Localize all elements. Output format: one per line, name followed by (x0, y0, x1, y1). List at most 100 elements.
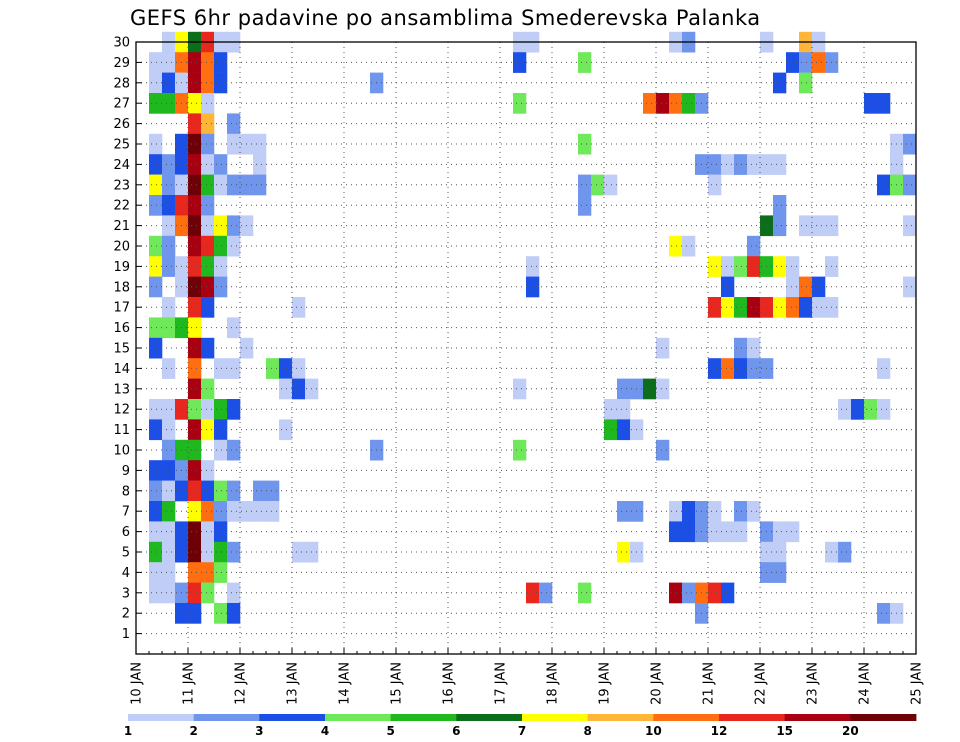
heatmap-cell (188, 419, 202, 441)
heatmap-cell (877, 174, 891, 196)
heatmap-cell (188, 460, 202, 481)
heatmap-cell (214, 480, 228, 502)
heatmap-cell (721, 297, 735, 318)
heatmap-cell (214, 72, 228, 94)
heatmap-cell (708, 154, 722, 175)
heatmap-cell (149, 276, 163, 298)
colorbar-tick-label: 12 (711, 724, 728, 738)
heatmap-cell (162, 317, 176, 339)
heatmap-cell (747, 235, 761, 257)
heatmap-cell (214, 174, 228, 196)
heatmap-cell (149, 235, 163, 257)
x-tick-label: 19 JAN (598, 662, 613, 705)
heatmap-cell (227, 215, 241, 237)
heatmap-cell (708, 174, 722, 196)
heatmap-cell (578, 174, 592, 196)
heatmap-cell (747, 154, 761, 175)
y-tick-label: 29 (113, 56, 130, 71)
heatmap-cell (162, 582, 176, 604)
heatmap-cell (669, 582, 683, 604)
heatmap-cell (162, 297, 176, 318)
y-tick-label: 10 (113, 444, 130, 459)
colorbar-swatch (325, 714, 392, 721)
heatmap-cell (786, 521, 800, 543)
heatmap-cell (903, 215, 917, 237)
colorbar-tick-label: 3 (255, 724, 263, 738)
heatmap-cell (188, 256, 202, 277)
heatmap-cell (786, 256, 800, 277)
heatmap-cell (227, 439, 241, 461)
heatmap-cell (708, 358, 722, 379)
heatmap-cell (877, 93, 891, 114)
heatmap-cell (669, 93, 683, 114)
heatmap-cell (149, 480, 163, 502)
heatmap-cell (617, 378, 631, 400)
heatmap-cell (292, 358, 306, 379)
heatmap-cell (266, 480, 280, 502)
heatmap-cell (877, 399, 891, 420)
heatmap-cell (188, 439, 202, 461)
heatmap-cell (214, 276, 228, 298)
heatmap-cell (162, 93, 176, 114)
heatmap-cells (149, 31, 917, 624)
heatmap-cell (656, 439, 670, 461)
heatmap-cell (201, 174, 215, 196)
heatmap-cell (201, 297, 215, 318)
heatmap-cell (149, 521, 163, 543)
colorbar-tick-label: 1 (124, 724, 132, 738)
heatmap-cell (201, 419, 215, 441)
heatmap-cell (734, 358, 748, 379)
heatmap-cell (799, 215, 813, 237)
heatmap-cell (188, 501, 202, 522)
heatmap-cell (747, 256, 761, 277)
heatmap-cell (201, 256, 215, 277)
heatmap-cell (708, 501, 722, 522)
colorbar-tick-label: 20 (842, 724, 859, 738)
x-axis: 10 JAN 11 JAN 12 JAN 13 JAN 14 JAN 15 JAN 16 J… (130, 648, 925, 705)
heatmap-cell (188, 399, 202, 420)
heatmap-cell (162, 501, 176, 522)
x-tick-label: 11 JAN (182, 662, 197, 705)
heatmap-cell (617, 501, 631, 522)
heatmap-cell (188, 113, 202, 135)
y-tick-label: 8 (122, 484, 130, 499)
heatmap-cell (773, 154, 787, 175)
heatmap-cell (513, 93, 527, 114)
heatmap-cell (188, 317, 202, 339)
heatmap-cell (149, 93, 163, 114)
heatmap-cell (227, 235, 241, 257)
heatmap-cell (188, 235, 202, 257)
heatmap-cell (188, 52, 202, 73)
heatmap-cell (227, 113, 241, 135)
heatmap-cell (266, 501, 280, 522)
heatmap-cell (214, 603, 228, 624)
y-tick-label: 1 (122, 627, 130, 642)
heatmap-cell (786, 276, 800, 298)
heatmap-cell (734, 297, 748, 318)
heatmap-cell (526, 256, 540, 277)
x-tick-label: 20 JAN (650, 662, 665, 705)
heatmap-cell (669, 521, 683, 543)
heatmap-cell (188, 378, 202, 400)
heatmap-cell (214, 358, 228, 379)
heatmap-cell (903, 133, 917, 155)
heatmap-cell (721, 582, 735, 604)
heatmap-cell (578, 582, 592, 604)
heatmap-cell (812, 52, 826, 73)
heatmap-cell (786, 52, 800, 73)
colorbar-tick-label: 6 (452, 724, 460, 738)
heatmap-cell (149, 256, 163, 277)
heatmap-cell (149, 460, 163, 481)
y-tick-label: 23 (113, 178, 130, 193)
x-tick-label: 13 JAN (286, 662, 301, 705)
y-tick-label: 11 (113, 423, 130, 438)
heatmap-cell (227, 603, 241, 624)
x-tick-label: 12 JAN (234, 662, 249, 705)
y-tick-label: 7 (122, 505, 130, 520)
heatmap-cell (149, 419, 163, 441)
heatmap-cell (682, 235, 696, 257)
y-tick-label: 27 (113, 97, 130, 112)
heatmap-cell (682, 521, 696, 543)
heatmap-cell (149, 337, 163, 359)
heatmap-cell (812, 276, 826, 298)
